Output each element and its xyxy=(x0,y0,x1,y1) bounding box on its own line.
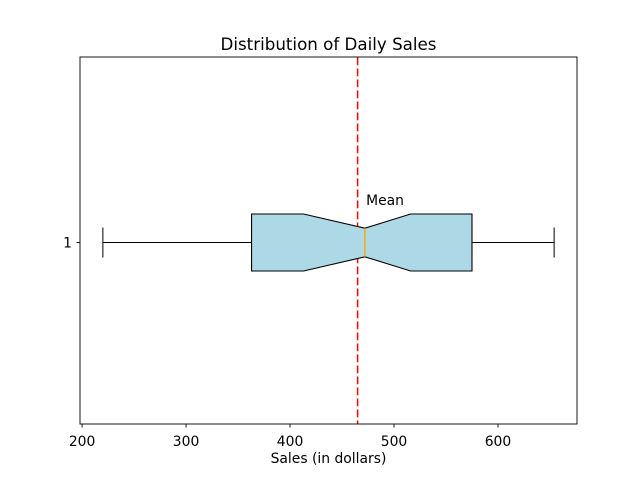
mean-label: Mean xyxy=(366,193,404,209)
x-tick-label-500: 500 xyxy=(381,434,408,450)
x-axis-label: Sales (in dollars) xyxy=(271,451,387,467)
x-tick-label-300: 300 xyxy=(173,434,200,450)
x-tick-label-200: 200 xyxy=(69,434,96,450)
x-tick-label-600: 600 xyxy=(485,434,512,450)
y-tick-label: 1 xyxy=(63,236,72,252)
notched-box xyxy=(251,213,473,272)
chart-title: Distribution of Daily Sales xyxy=(221,34,437,54)
x-tick-label-400: 400 xyxy=(277,434,304,450)
